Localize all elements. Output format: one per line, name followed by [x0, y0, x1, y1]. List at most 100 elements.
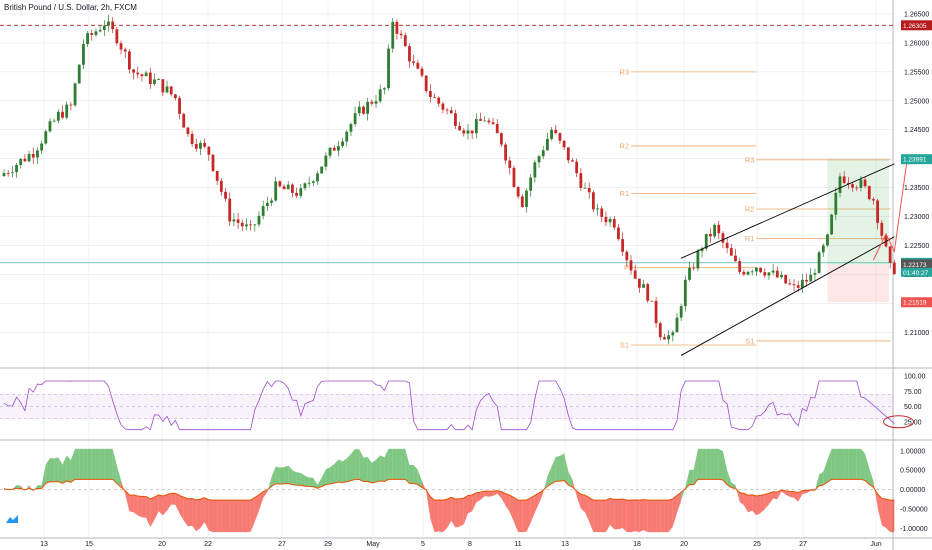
trend-channel[interactable] [680, 161, 908, 356]
osc-area-segment [781, 489, 786, 495]
channel-lower-line[interactable] [680, 236, 895, 356]
osc-signal-line [3, 478, 895, 501]
candle-body [587, 187, 591, 193]
osc-area-segment [350, 448, 356, 481]
osc-area-segment [388, 448, 393, 480]
osc-area-segment [70, 448, 76, 483]
candle-body [366, 101, 370, 114]
candle-body [688, 267, 691, 280]
osc-area-segment [434, 500, 439, 533]
candle-body [454, 113, 457, 126]
candle-body [265, 202, 269, 207]
candle-body [792, 284, 796, 286]
osc-area-segment [158, 494, 163, 516]
rsi-axis-tick: 50.00 [904, 404, 922, 411]
candle-body [362, 106, 365, 114]
osc-area-segment [890, 500, 895, 533]
position-stop-zone[interactable] [827, 264, 889, 303]
candle-body [128, 51, 131, 70]
candle-body [546, 138, 549, 151]
rsi-panel [0, 380, 915, 431]
candle-body [771, 270, 775, 273]
osc-area-segment [610, 498, 615, 530]
candle-body [591, 192, 595, 210]
osc-area-segment [91, 448, 96, 480]
candlestick-series [2, 15, 896, 345]
candle-body [299, 188, 303, 196]
candle-body [596, 208, 599, 210]
osc-area-segment [459, 498, 464, 527]
pivot-label-r1: R1 [745, 234, 755, 243]
price-axis[interactable]: 1.265001.260001.255001.250001.245001.240… [900, 12, 932, 533]
candle-body [784, 274, 788, 284]
osc-area-segment [254, 494, 259, 522]
osc-area-segment [133, 495, 138, 516]
osc-area-segment [768, 491, 774, 505]
osc-area-segment [844, 448, 849, 480]
candle-body [466, 130, 470, 134]
candle-body [132, 69, 135, 73]
osc-area-segment [794, 491, 799, 502]
osc-area-segment [321, 469, 326, 487]
candle-body [441, 103, 445, 110]
candle-body [56, 111, 60, 121]
candle-body [215, 170, 219, 181]
time-axis-tick: 27 [799, 541, 807, 548]
osc-area-segment [551, 456, 556, 484]
projection-path[interactable] [872, 161, 908, 261]
position-box[interactable] [827, 159, 889, 303]
osc-area-segment [743, 493, 749, 513]
osc-area-segment [233, 500, 239, 533]
candle-body [746, 271, 750, 275]
osc-area-segment [752, 494, 757, 516]
osc-area-segment [668, 498, 673, 533]
candle-body [307, 182, 311, 184]
osc-area-segment [706, 448, 711, 480]
osc-area-segment [626, 500, 631, 533]
osc-area-segment [208, 499, 213, 533]
candle-body [282, 186, 286, 190]
rsi-highlight-ellipse [883, 415, 915, 429]
osc-area-segment [279, 467, 285, 484]
time-axis[interactable]: 13 15 20 22 27 29 May 5 8 11 13 18 20 25 27 Jun [40, 541, 882, 548]
osc-area-segment [764, 493, 769, 510]
osc-area-segment [221, 500, 226, 533]
candle-body [228, 198, 232, 222]
candle-body [491, 122, 495, 125]
osc-area-segment [480, 491, 485, 500]
tradingview-logo-icon[interactable] [5, 514, 19, 524]
candle-body [842, 176, 846, 183]
osc-area-segment [100, 448, 105, 480]
candle-body [203, 142, 207, 147]
candle-body [851, 184, 854, 188]
pivot-label-s1: S1 [620, 341, 629, 350]
candle-body [872, 199, 875, 201]
osc-area-segment [635, 499, 640, 533]
osc-area-segment [367, 457, 372, 483]
candle-body [863, 179, 867, 187]
osc-area-segment [380, 455, 385, 482]
candle-body [107, 21, 110, 26]
candle-body [805, 279, 808, 282]
osc-area-segment [622, 499, 627, 533]
candle-body [328, 147, 332, 156]
candle-body [529, 177, 533, 191]
channel-upper-line[interactable] [680, 163, 895, 259]
osc-area-segment [217, 500, 222, 533]
osc-axis-tick: 1.00000 [900, 448, 925, 455]
candle-body [508, 160, 512, 168]
osc-area-segment [597, 500, 602, 533]
candle-body [637, 278, 641, 288]
osc-area-segment [605, 498, 611, 533]
candle-body [186, 127, 190, 134]
candle-body [692, 267, 696, 269]
candle-body [433, 96, 436, 98]
candle-body [813, 273, 817, 275]
candle-body [6, 173, 10, 174]
candle-body [658, 323, 662, 338]
osc-area-segment [330, 464, 335, 484]
candle-body [311, 181, 315, 183]
time-axis-tick: 5 [421, 541, 425, 548]
osc-area-segment [313, 477, 318, 489]
